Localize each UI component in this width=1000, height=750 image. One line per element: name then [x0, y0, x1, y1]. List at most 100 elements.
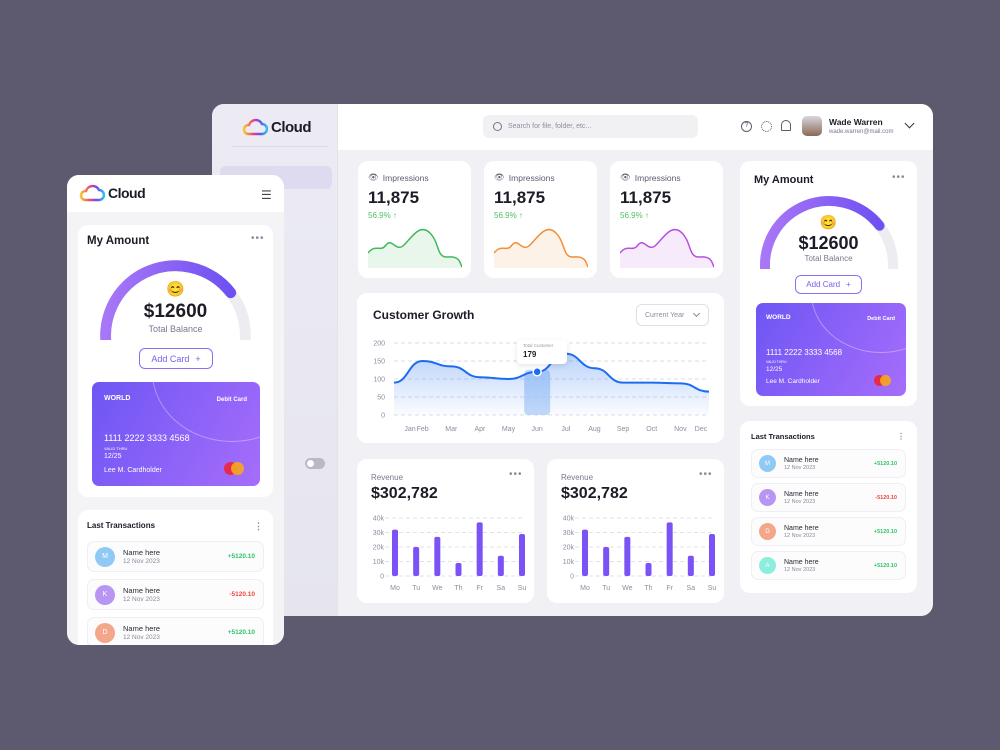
y-tick-label: 40k: [563, 516, 575, 523]
x-tick-label: Feb: [417, 426, 429, 433]
transaction-name: Name here: [784, 558, 819, 566]
transaction-name: Name here: [123, 548, 161, 557]
transaction-date: 12 Nov 2023: [123, 596, 160, 603]
bell-icon[interactable]: [781, 120, 791, 131]
card-brand: WORLD: [766, 314, 791, 321]
add-card-label: Add Card: [806, 280, 841, 289]
more-icon[interactable]: •••: [251, 233, 265, 244]
x-tick-label: Fr: [476, 585, 483, 592]
bar: [497, 555, 504, 576]
add-card-button[interactable]: Add Card +: [139, 348, 213, 369]
data-point: [532, 367, 542, 377]
logo: Cloud: [242, 118, 312, 136]
transactions-card: Last Transactions ⋮ M Name here 12 Nov 202…: [740, 421, 917, 593]
balance-label: Total Balance: [148, 324, 203, 334]
x-tick-label: Apr: [474, 426, 486, 433]
debit-card[interactable]: WORLD Debit Card 1111 2222 3333 4568 VAL…: [756, 303, 906, 396]
transaction-amount: -5120.10: [229, 591, 255, 598]
tooltip-label: Total Customer: [523, 343, 554, 348]
amount-title: My Amount: [754, 174, 814, 186]
sparkline-green: [368, 228, 462, 268]
debit-card[interactable]: WORLD Debit Card 1111 2222 3333 4568 VAL…: [92, 382, 260, 486]
x-tick-label: Tu: [602, 585, 610, 592]
transaction-name: Name here: [784, 456, 819, 464]
x-tick-label: Mo: [580, 585, 590, 592]
smile-emoji-icon: 😊: [166, 281, 185, 298]
card-holder: Lee M. Cardholder: [104, 467, 162, 474]
x-tick-label: Su: [518, 585, 527, 592]
balance-gauge: [100, 260, 251, 340]
card-expiry: 12/25: [766, 366, 783, 373]
transaction-row[interactable]: D Name here 12 Nov 2023 +5120.10: [87, 617, 264, 645]
avatar: D: [759, 523, 776, 540]
avatar: M: [759, 455, 776, 472]
bar: [645, 562, 652, 576]
revenue-label: Revenue: [371, 473, 404, 482]
transaction-date: 12 Nov 2023: [123, 558, 160, 565]
y-tick-label: 150: [373, 359, 385, 366]
bar: [687, 555, 694, 576]
theme-toggle[interactable]: [305, 458, 325, 469]
more-icon[interactable]: •••: [892, 172, 906, 183]
transaction-date: 12 Nov 2023: [784, 498, 816, 505]
card-brand: WORLD: [104, 395, 131, 402]
my-amount-card: My Amount ••• 😊 $12600 Total Balance Add…: [740, 161, 917, 406]
y-tick-label: 0: [380, 574, 384, 581]
avatar[interactable]: [802, 116, 822, 136]
transaction-row[interactable]: K Name here 12 Nov 2023 -5120.10: [751, 483, 906, 512]
y-tick-label: 0: [570, 574, 574, 581]
balance-label: Total Balance: [804, 254, 853, 263]
transaction-row[interactable]: A Name here 12 Nov 2023 +5120.10: [751, 551, 906, 580]
bar: [519, 533, 525, 576]
help-icon[interactable]: ?: [741, 121, 752, 132]
transaction-amount: +5120.10: [227, 629, 255, 636]
y-tick-label: 40k: [373, 516, 385, 523]
transaction-date: 12 Nov 2023: [784, 464, 816, 471]
x-tick-label: Fr: [666, 585, 673, 592]
valid-thru-label: VALID THRU: [766, 360, 787, 364]
impressions-change: 56.9% ↑: [620, 211, 649, 220]
x-tick-label: Nov: [674, 426, 687, 433]
more-icon[interactable]: •••: [699, 469, 713, 480]
sparkline-orange: [494, 228, 588, 268]
bar: [476, 522, 483, 576]
x-tick-label: Tu: [412, 585, 420, 592]
transaction-row[interactable]: M Name here 12 Nov 2023 +5120.10: [87, 541, 264, 572]
x-tick-label: We: [432, 585, 442, 592]
impressions-value: 11,875: [368, 188, 420, 207]
avatar: D: [95, 622, 115, 643]
impressions-card-2: 👁 Impressions 11,875 56.9% ↑: [484, 161, 597, 278]
x-tick-label: Dec: [695, 426, 708, 433]
settings-icon[interactable]: [761, 121, 772, 132]
y-tick-label: 10k: [563, 559, 575, 566]
transaction-list: M Name here 12 Nov 2023 +5120.10 K Name he…: [751, 449, 906, 580]
impressions-change: 56.9% ↑: [494, 211, 523, 220]
more-icon[interactable]: •••: [509, 469, 523, 480]
bar: [624, 536, 631, 576]
add-card-button[interactable]: Add Card +: [795, 275, 862, 294]
card-expiry: 12/25: [104, 453, 122, 460]
more-vertical-icon[interactable]: ⋮: [897, 432, 906, 441]
transaction-row[interactable]: D Name here 12 Nov 2023 +5120.10: [751, 517, 906, 546]
impressions-value: 11,875: [620, 188, 672, 207]
period-select[interactable]: Current Year: [636, 304, 709, 326]
search-placeholder: Search for file, folder, etc...: [508, 123, 592, 130]
y-tick-label: 10k: [373, 559, 385, 566]
search-input[interactable]: Search for file, folder, etc...: [483, 115, 698, 138]
transaction-row[interactable]: M Name here 12 Nov 2023 +5120.10: [751, 449, 906, 478]
card-number: 1111 2222 3333 4568: [766, 348, 843, 357]
more-vertical-icon[interactable]: ⋮: [254, 521, 264, 531]
x-tick-label: Su: [708, 585, 717, 592]
chevron-down-icon[interactable]: [904, 118, 915, 129]
hamburger-menu-icon[interactable]: ☰: [261, 188, 272, 202]
plus-icon: +: [846, 280, 851, 289]
transactions-title: Last Transactions: [751, 432, 815, 441]
desktop-window: Cloud Search for file, folder, etc... ? …: [212, 104, 933, 616]
transaction-date: 12 Nov 2023: [784, 566, 816, 573]
add-card-label: Add Card: [151, 353, 190, 364]
bar: [709, 533, 715, 576]
user-email: wade.warren@mail.com: [829, 129, 894, 135]
card-type: Debit Card: [867, 316, 895, 322]
transaction-row[interactable]: K Name here 12 Nov 2023 -5120.10: [87, 579, 264, 610]
card-holder: Lee M. Cardholder: [766, 378, 820, 385]
